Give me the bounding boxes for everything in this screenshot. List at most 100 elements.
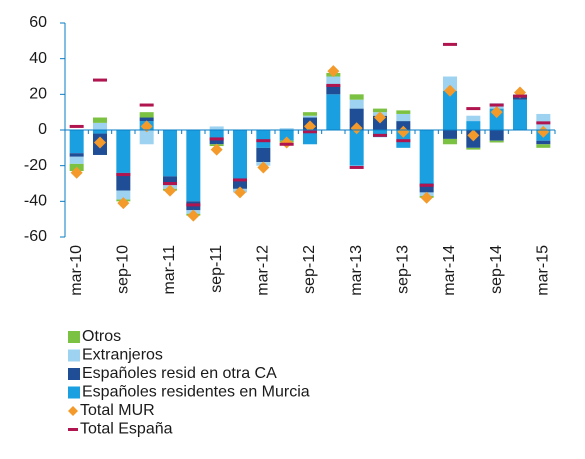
x-tick-label: mar-13 (348, 245, 365, 296)
total-dash (116, 173, 131, 177)
bar-segment (233, 130, 247, 180)
x-tick-label: mar-10 (68, 245, 85, 296)
bar-segment (69, 156, 84, 164)
total-dash (163, 182, 177, 185)
bar-segment (303, 112, 317, 116)
y-tick-label: 0 (38, 121, 47, 138)
total-dash (489, 103, 504, 107)
bar-segment (466, 115, 481, 122)
y-tick-label: 20 (29, 86, 47, 103)
bar-segment (466, 147, 481, 150)
bar-segment (303, 130, 317, 145)
legend-swatch (68, 349, 80, 362)
bar-segment (303, 115, 317, 118)
total-dash (536, 121, 551, 125)
legend-swatch (68, 331, 80, 343)
total-dash (139, 103, 154, 107)
total-marker (94, 136, 106, 149)
total-dash (233, 178, 247, 182)
total-dash (396, 139, 411, 143)
x-tick-label: sep-10 (115, 245, 132, 294)
total-marker (537, 125, 550, 138)
bar-segment (139, 112, 154, 118)
bar-segment (186, 130, 201, 202)
legend-label: Extranjeros (82, 347, 163, 364)
bar-segment (443, 76, 457, 91)
bar-segment (349, 94, 364, 100)
legend-label: Total España (80, 421, 173, 438)
total-dash (373, 133, 387, 137)
bar-segment (349, 130, 364, 166)
total-dash (186, 203, 201, 207)
bar-segment (116, 130, 131, 173)
legend-swatch (68, 406, 78, 416)
bar-segment (256, 147, 271, 163)
bar-segment (396, 110, 411, 114)
x-tick-label: sep-13 (395, 245, 412, 294)
total-dash (326, 83, 341, 87)
total-dash (209, 137, 224, 141)
bar-segment (163, 176, 177, 186)
bar-segment (443, 130, 457, 139)
total-marker (444, 84, 456, 97)
bar-segment (279, 128, 294, 130)
x-tick-label: mar-15 (535, 245, 552, 296)
legend-label: Españoles residentes en Murcia (82, 384, 310, 401)
total-dash (466, 107, 481, 111)
total-marker (350, 122, 363, 135)
bar-segment (489, 130, 504, 141)
legend-label: Otros (82, 328, 121, 345)
x-tick-label: mar-12 (255, 245, 272, 296)
bar-segment (536, 140, 551, 145)
bar-segment (209, 126, 224, 130)
bar-segment (443, 90, 457, 130)
total-marker (467, 129, 480, 142)
bar-segment (419, 130, 434, 184)
bar-segment (93, 122, 107, 130)
bar-segment (396, 113, 411, 122)
bar-segment (443, 138, 457, 145)
legend-swatch (68, 368, 80, 380)
x-tick-label: sep-11 (208, 245, 225, 293)
bar-segment (139, 130, 154, 145)
bar-segment (116, 172, 131, 191)
bar-segment (69, 153, 84, 157)
total-marker (187, 209, 200, 222)
total-dash (349, 165, 364, 169)
x-tick-label: mar-14 (441, 245, 458, 296)
bar-segment (373, 130, 387, 138)
bar-segment (116, 190, 131, 200)
total-marker (234, 186, 246, 199)
legend-swatch (68, 428, 78, 431)
bar-segment (139, 117, 154, 122)
total-marker (490, 106, 503, 119)
total-dash (93, 78, 107, 82)
bar-segment (326, 76, 341, 86)
bar-segment (536, 144, 551, 148)
total-marker (140, 120, 153, 133)
bar-segment (93, 117, 107, 123)
bar-segment (209, 138, 224, 145)
y-tick-label: 40 (29, 50, 47, 67)
bar-segment (466, 121, 481, 130)
bar-segment (489, 140, 504, 143)
y-tick-label: -20 (24, 157, 47, 174)
bar-segment (233, 179, 247, 189)
total-marker (327, 65, 340, 78)
total-marker (257, 161, 270, 174)
legend-label: Total MUR (80, 402, 155, 419)
total-marker (374, 111, 386, 124)
bar-segment (93, 130, 107, 134)
total-marker (70, 166, 83, 179)
bar-segment (349, 108, 364, 130)
bar-segment (209, 130, 224, 139)
bar-segment (69, 130, 84, 154)
total-dash (303, 130, 317, 134)
total-dash (69, 124, 84, 128)
total-marker (397, 125, 410, 138)
bar-segment (513, 99, 527, 130)
bar-segment (349, 99, 364, 109)
total-marker (420, 191, 433, 204)
total-dash (419, 183, 434, 187)
